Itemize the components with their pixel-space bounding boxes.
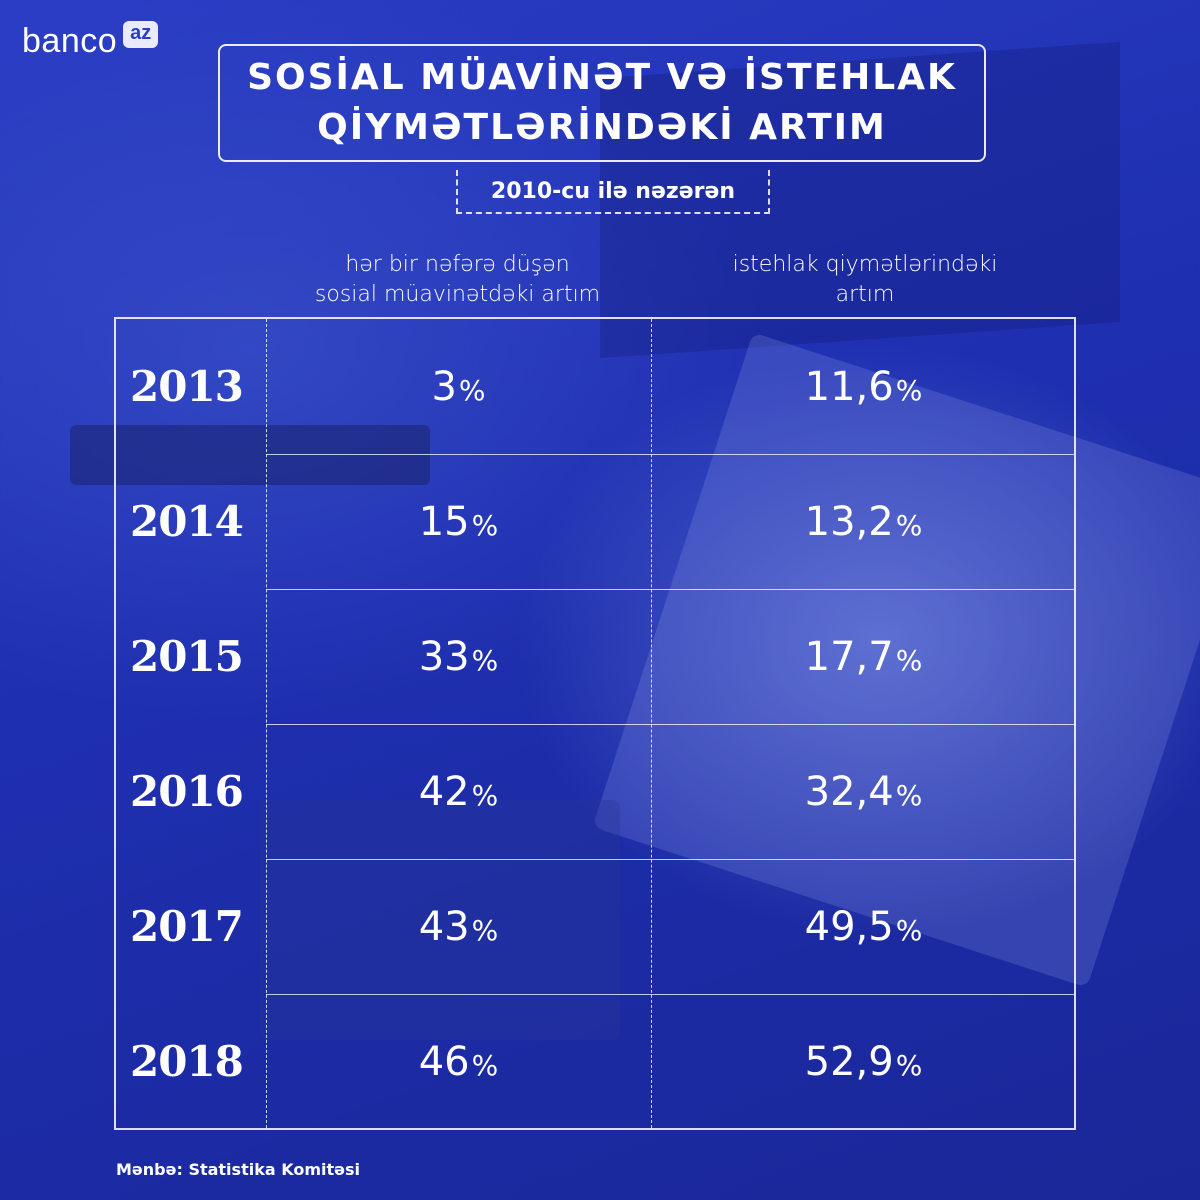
social-benefit-value-number: 43 [418,903,470,950]
percent-sign: % [895,509,923,542]
consumer-price-value-number: 52,9 [804,1038,894,1085]
percent-sign: % [471,509,499,542]
source-note: Mənbə: Statistika Komitəsi [116,1160,360,1179]
social-benefit-value-number: 15 [418,498,470,545]
consumer-price-value: 49,5% [651,859,1076,994]
consumer-price-value: 13,2% [651,454,1076,589]
percent-sign: % [895,914,923,947]
table-row: 2016 42% 32,4% [116,724,1076,859]
row-divider [266,454,1074,455]
social-benefit-value: 33% [266,589,651,724]
percent-sign: % [458,374,486,407]
row-divider [266,859,1074,860]
column-header-consumer-prices: istehlak qiymətlərindəki artım [650,250,1080,310]
brand-logo: banco az [22,21,159,61]
social-benefit-value-number: 46 [418,1038,470,1085]
social-benefit-value-number: 42 [418,768,470,815]
column-header-consumer-prices-line-2: artım [835,282,895,307]
row-year: 2016 [130,767,244,816]
percent-sign: % [895,374,923,407]
consumer-price-value-number: 17,7 [804,633,894,680]
social-benefit-value: 46% [266,994,651,1129]
title-box: SOSİAL MÜAVİNƏT VƏ İSTEHLAK QİYMƏTLƏRİND… [218,44,986,162]
row-divider [266,994,1074,995]
consumer-price-value: 17,7% [651,589,1076,724]
social-benefit-value-number: 3 [431,363,457,410]
column-divider-1 [266,319,267,1128]
column-divider-2 [651,319,652,1128]
column-header-social-benefit-line-2: sosial müavinətdəki artım [314,282,601,307]
data-table: 2013 3% 11,6% 2014 15% 13,2% 2015 33% 17,7% 2016 4… [114,317,1076,1130]
table-row: 2013 3% 11,6% [116,319,1076,454]
column-header-consumer-prices-line-1: istehlak qiymətlərindəki [732,252,998,277]
brand-name: banco [22,22,118,60]
consumer-price-value-number: 49,5 [804,903,894,950]
brand-badge: az [123,21,159,48]
consumer-price-value: 32,4% [651,724,1076,859]
consumer-price-value-number: 32,4 [804,768,894,815]
column-header-social-benefit: hər bir nəfərə düşən sosial müavinətdəki… [265,250,650,310]
percent-sign: % [471,1049,499,1082]
consumer-price-value-number: 13,2 [804,498,894,545]
percent-sign: % [471,779,499,812]
row-year: 2015 [130,632,244,681]
social-benefit-value: 42% [266,724,651,859]
title-line-1: SOSİAL MÜAVİNƏT VƏ İSTEHLAK [247,57,957,98]
percent-sign: % [471,914,499,947]
social-benefit-value-number: 33 [418,633,470,680]
row-year: 2017 [130,902,244,951]
row-divider [266,724,1074,725]
title-line-2: QİYMƏTLƏRİNDƏKİ ARTIM [317,107,887,148]
percent-sign: % [895,1049,923,1082]
row-divider [266,589,1074,590]
table-row: 2017 43% 49,5% [116,859,1076,994]
column-header-social-benefit-line-1: hər bir nəfərə düşən [345,252,570,277]
consumer-price-value-number: 11,6 [804,363,894,410]
row-year: 2014 [130,497,244,546]
row-year: 2018 [130,1037,244,1086]
percent-sign: % [895,779,923,812]
table-row: 2018 46% 52,9% [116,994,1076,1129]
row-year: 2013 [130,362,244,411]
table-row: 2014 15% 13,2% [116,454,1076,589]
social-benefit-value: 15% [266,454,651,589]
consumer-price-value: 52,9% [651,994,1076,1129]
social-benefit-value: 43% [266,859,651,994]
table-row: 2015 33% 17,7% [116,589,1076,724]
percent-sign: % [471,644,499,677]
subtitle: 2010-cu ilə nəzərən [456,170,770,214]
consumer-price-value: 11,6% [651,319,1076,454]
social-benefit-value: 3% [266,319,651,454]
percent-sign: % [895,644,923,677]
